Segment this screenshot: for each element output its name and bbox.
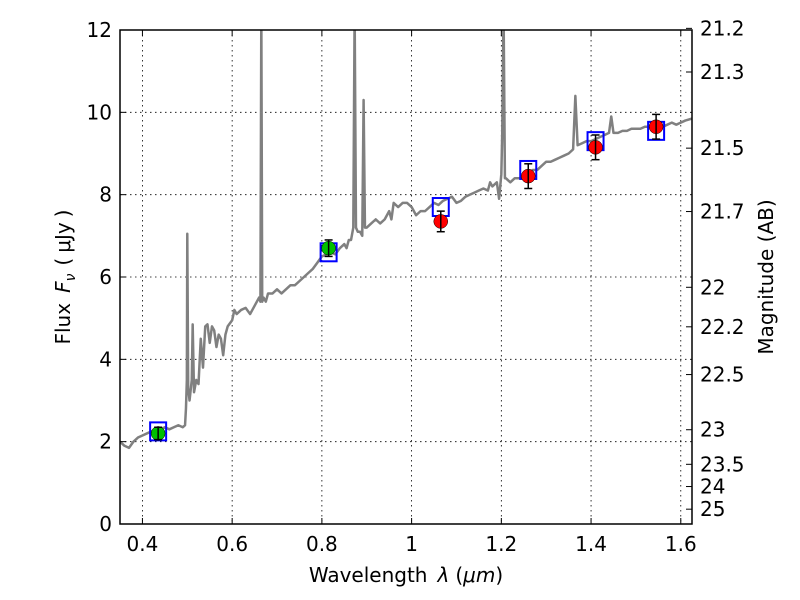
y2-tick-label: 21.7 bbox=[700, 200, 745, 224]
y-axis-symbol: F bbox=[51, 281, 75, 293]
x-tick-label: 1.4 bbox=[575, 532, 607, 556]
x-tick-label: 1.2 bbox=[485, 532, 517, 556]
x-axis-symbol: λ bbox=[436, 563, 449, 587]
y-tick-label: 10 bbox=[87, 100, 112, 124]
y-axis-title: FluxFν(μJy) bbox=[51, 209, 79, 344]
x-axis-title: Wavelength λ (μm) bbox=[309, 563, 503, 587]
y-tick-label: 6 bbox=[99, 265, 112, 289]
data-layer bbox=[120, 30, 692, 450]
y-tick-label: 4 bbox=[99, 347, 112, 371]
y-tick-label: 8 bbox=[99, 183, 112, 207]
x-tick-label: 0.6 bbox=[216, 532, 248, 556]
x-tick-label: 1 bbox=[405, 532, 418, 556]
y-axis-label: Flux bbox=[51, 303, 75, 345]
grid bbox=[120, 30, 692, 524]
y2-tick-label: 25 bbox=[700, 497, 725, 521]
spectrum-line bbox=[120, 30, 692, 450]
y2-tick-label: 22.2 bbox=[700, 315, 745, 339]
x-axis-label: Wavelength bbox=[309, 563, 428, 587]
y-axis-unit: μJy bbox=[51, 222, 75, 253]
marker-layer bbox=[149, 113, 666, 442]
x-axis-unit: μm bbox=[462, 563, 495, 587]
y2-tick-label: 23.5 bbox=[700, 452, 745, 476]
y-tick-label: 12 bbox=[87, 18, 112, 42]
y2-tick-label: 24 bbox=[700, 475, 725, 499]
y-tick-label: 2 bbox=[99, 430, 112, 454]
y-axis-subscript: ν bbox=[63, 273, 79, 281]
y2-tick-label: 21.5 bbox=[700, 136, 745, 160]
x-tick-label: 0.8 bbox=[306, 532, 338, 556]
y2-tick-label: 22.5 bbox=[700, 363, 745, 387]
y2-tick-label: 23 bbox=[700, 418, 725, 442]
x-tick-label: 1.6 bbox=[665, 532, 697, 556]
y2-tick-label: 22 bbox=[700, 275, 725, 299]
y-tick-label: 0 bbox=[99, 512, 112, 536]
y2-tick-label: 21.3 bbox=[700, 60, 745, 84]
y2-axis-title: Magnitude (AB) bbox=[754, 199, 778, 354]
y2-tick-label: 21.2 bbox=[700, 16, 745, 40]
x-tick-label: 0.4 bbox=[127, 532, 159, 556]
